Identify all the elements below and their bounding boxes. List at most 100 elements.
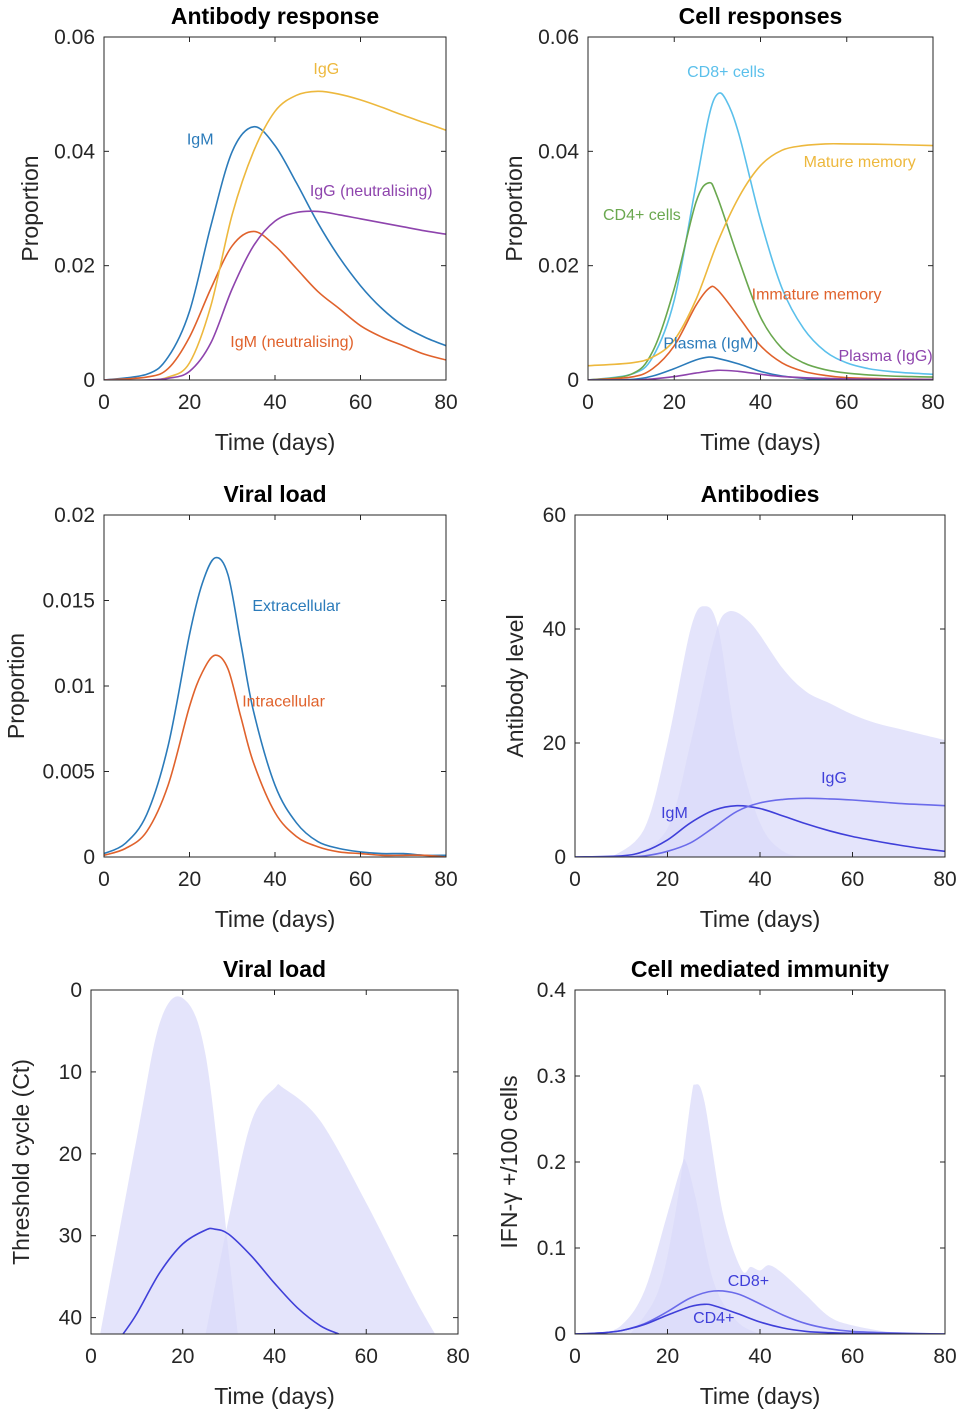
annotation-cd4-cells: CD4+ cells bbox=[603, 207, 681, 224]
y-tick-label: 0.02 bbox=[54, 504, 95, 527]
chart-panel-6: 0 20 40 60 80 0 0.1 0.2 0.3 0.4 Cell mediated immu… bbox=[496, 956, 957, 1409]
annotation-mature-memory: Mature memory bbox=[804, 154, 916, 171]
annotation-cd4: CD4+ bbox=[693, 1310, 734, 1327]
chart-panel-2: 0 20 40 60 80 0 0.02 0.04 0.06 Cell responses Time… bbox=[501, 3, 945, 455]
annotation-cd8: CD8+ bbox=[728, 1273, 769, 1290]
x-tick-label: 80 bbox=[933, 1345, 956, 1368]
annotation-igm: IgM bbox=[187, 131, 214, 148]
x-tick-label: 60 bbox=[841, 868, 864, 891]
y-tick-label: 0.06 bbox=[54, 26, 95, 49]
series-line-igg bbox=[104, 90, 446, 380]
y-axis-label: IFN-γ +/100 cells bbox=[496, 1075, 522, 1248]
x-tick-label: 80 bbox=[434, 868, 457, 891]
series-line-mature-memory bbox=[588, 142, 933, 367]
series-line-immature-memory bbox=[588, 285, 933, 380]
plot-area bbox=[104, 556, 446, 857]
x-tick-label: 0 bbox=[582, 391, 594, 414]
chart-title: Antibody response bbox=[171, 3, 379, 29]
series-line-igm bbox=[575, 804, 945, 857]
y-tick-label: 0 bbox=[554, 846, 566, 869]
annotation-igg: IgG bbox=[313, 61, 339, 78]
x-tick-label: 20 bbox=[663, 391, 686, 414]
y-axis-label: Antibody level bbox=[502, 614, 528, 757]
series-line-igm-neutralising bbox=[104, 230, 446, 380]
x-tick-label: 20 bbox=[178, 868, 201, 891]
plot-area bbox=[575, 1084, 945, 1334]
plot-area bbox=[100, 996, 436, 1334]
chart-panel-1: 0 20 40 60 80 0 0.02 0.04 0.06 Antibody response T… bbox=[17, 3, 458, 455]
series-line-cd8-cells bbox=[588, 92, 933, 380]
x-tick-label: 40 bbox=[263, 868, 286, 891]
y-tick-label: 0.4 bbox=[537, 979, 567, 1002]
y-tick-label: 10 bbox=[59, 1061, 82, 1084]
y-tick-label: 0.3 bbox=[537, 1065, 566, 1088]
series-line-intracellular bbox=[104, 654, 446, 857]
annotation-extracellular: Extracellular bbox=[252, 598, 341, 615]
annotation-intracellular: Intracellular bbox=[242, 694, 325, 711]
x-tick-label: 20 bbox=[656, 868, 679, 891]
series-line-ct bbox=[122, 1227, 340, 1334]
x-tick-label: 60 bbox=[841, 1345, 864, 1368]
x-tick-label: 40 bbox=[748, 1345, 771, 1368]
series-line-igg bbox=[575, 797, 945, 857]
annotation-immature-memory: Immature memory bbox=[752, 286, 882, 303]
y-axis-label: Threshold cycle (Ct) bbox=[8, 1059, 34, 1265]
x-tick-label: 40 bbox=[748, 868, 771, 891]
x-tick-label: 20 bbox=[656, 1345, 679, 1368]
x-tick-label: 0 bbox=[98, 391, 110, 414]
x-tick-label: 80 bbox=[434, 391, 457, 414]
y-tick-label: 0 bbox=[554, 1323, 566, 1346]
y-tick-label: 20 bbox=[59, 1143, 82, 1166]
x-axis-label: Time (days) bbox=[700, 429, 821, 455]
x-tick-label: 0 bbox=[569, 1345, 581, 1368]
y-tick-label: 0 bbox=[83, 369, 95, 392]
chart-panel-4: 0 20 40 60 80 0 20 40 60 Antibodies Time (days) Ant… bbox=[502, 481, 957, 932]
y-tick-label: 0.005 bbox=[42, 761, 95, 784]
x-tick-label: 20 bbox=[178, 391, 201, 414]
x-tick-label: 40 bbox=[749, 391, 772, 414]
chart-panel-5: 0 20 40 60 80 0 10 20 30 40 Viral load Time (days) T… bbox=[8, 956, 470, 1409]
y-tick-label: 0.1 bbox=[537, 1237, 566, 1260]
series-line-cd4 bbox=[575, 1303, 945, 1334]
band-2 bbox=[630, 1084, 899, 1334]
series-line-plasma-igg bbox=[588, 369, 933, 380]
x-axis-label: Time (days) bbox=[214, 1383, 335, 1409]
y-tick-label: 0 bbox=[83, 846, 95, 869]
chart-title: Viral load bbox=[223, 956, 326, 982]
x-axis-label: Time (days) bbox=[700, 906, 821, 932]
x-tick-label: 80 bbox=[921, 391, 944, 414]
y-tick-label: 0.02 bbox=[54, 255, 95, 278]
annotation-igm: IgM bbox=[661, 805, 688, 822]
y-tick-label: 30 bbox=[59, 1225, 82, 1248]
y-tick-label: 0.01 bbox=[54, 675, 95, 698]
x-tick-label: 60 bbox=[349, 868, 372, 891]
band-2 bbox=[630, 611, 945, 857]
plot-area bbox=[575, 606, 945, 857]
annotation-plasma-igg: Plasma (IgG) bbox=[838, 348, 932, 365]
annotation-cd8-cells: CD8+ cells bbox=[687, 64, 765, 81]
x-axis-label: Time (days) bbox=[700, 1383, 821, 1409]
chart-panel-3: 0 20 40 60 80 0 0.005 0.01 0.015 0.02 Viral load Ti… bbox=[3, 481, 458, 932]
y-axis-label: Proportion bbox=[17, 155, 43, 261]
y-tick-label: 40 bbox=[59, 1307, 82, 1330]
y-tick-label: 0.04 bbox=[54, 140, 95, 163]
y-tick-label: 60 bbox=[543, 504, 566, 527]
y-tick-label: 0.2 bbox=[537, 1151, 566, 1174]
x-axis-label: Time (days) bbox=[215, 906, 336, 932]
x-tick-label: 0 bbox=[98, 868, 110, 891]
x-tick-label: 20 bbox=[171, 1345, 194, 1368]
x-tick-label: 80 bbox=[446, 1345, 469, 1368]
series-line-extracellular bbox=[104, 556, 446, 857]
x-tick-label: 80 bbox=[933, 868, 956, 891]
chart-title: Cell mediated immunity bbox=[631, 956, 889, 982]
annotation-igg: IgG bbox=[821, 770, 847, 787]
axes-box bbox=[103, 514, 447, 858]
x-tick-label: 0 bbox=[569, 868, 581, 891]
y-tick-label: 20 bbox=[543, 732, 566, 755]
chart-title: Viral load bbox=[223, 481, 326, 507]
y-tick-label: 0 bbox=[70, 979, 82, 1002]
series-line-igg-neutralising bbox=[104, 210, 446, 380]
chart-title: Cell responses bbox=[679, 3, 843, 29]
y-tick-label: 0 bbox=[567, 369, 579, 392]
